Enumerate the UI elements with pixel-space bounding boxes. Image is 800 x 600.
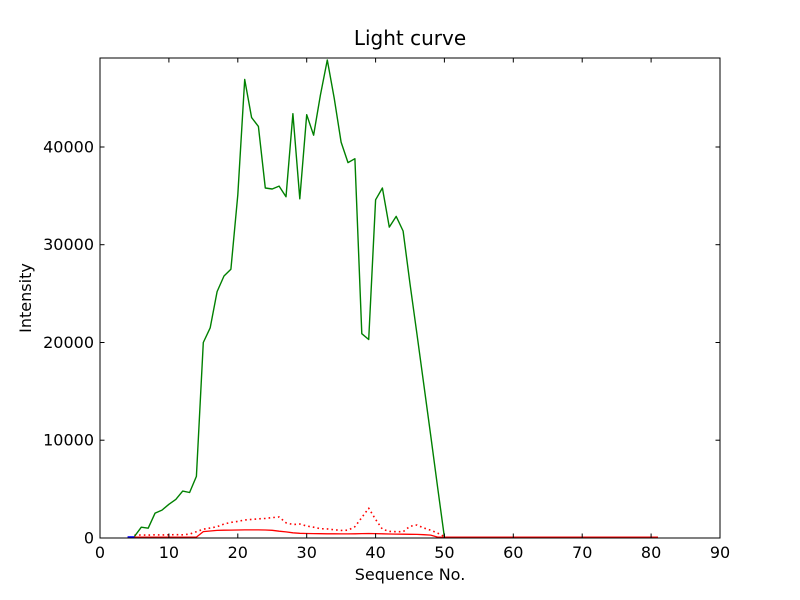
y-tick-label: 10000: [43, 431, 94, 450]
y-axis-label: Intensity: [16, 263, 35, 333]
x-tick-label: 40: [365, 543, 385, 562]
x-axis-label: Sequence No.: [354, 565, 466, 584]
y-tick-label: 40000: [43, 138, 94, 157]
dotted-red-curve: [134, 507, 445, 538]
solid-red-baseline: [127, 529, 658, 538]
y-tick-label: 0: [84, 529, 94, 548]
x-tick-label: 70: [572, 543, 592, 562]
x-tick-label: 90: [710, 543, 730, 562]
x-tick-label: 10: [159, 543, 179, 562]
y-tick-label: 20000: [43, 333, 94, 352]
x-tick-label: 30: [297, 543, 317, 562]
x-tick-label: 20: [228, 543, 248, 562]
plot-title: Light curve: [353, 26, 467, 50]
green-intensity-curve: [133, 59, 446, 538]
x-tick-label: 50: [434, 543, 454, 562]
axes-frame: [99, 57, 721, 539]
x-tick-label: 0: [95, 543, 105, 562]
x-tick-label: 80: [641, 543, 661, 562]
x-tick-label: 60: [503, 543, 523, 562]
y-tick-label: 30000: [43, 235, 94, 254]
